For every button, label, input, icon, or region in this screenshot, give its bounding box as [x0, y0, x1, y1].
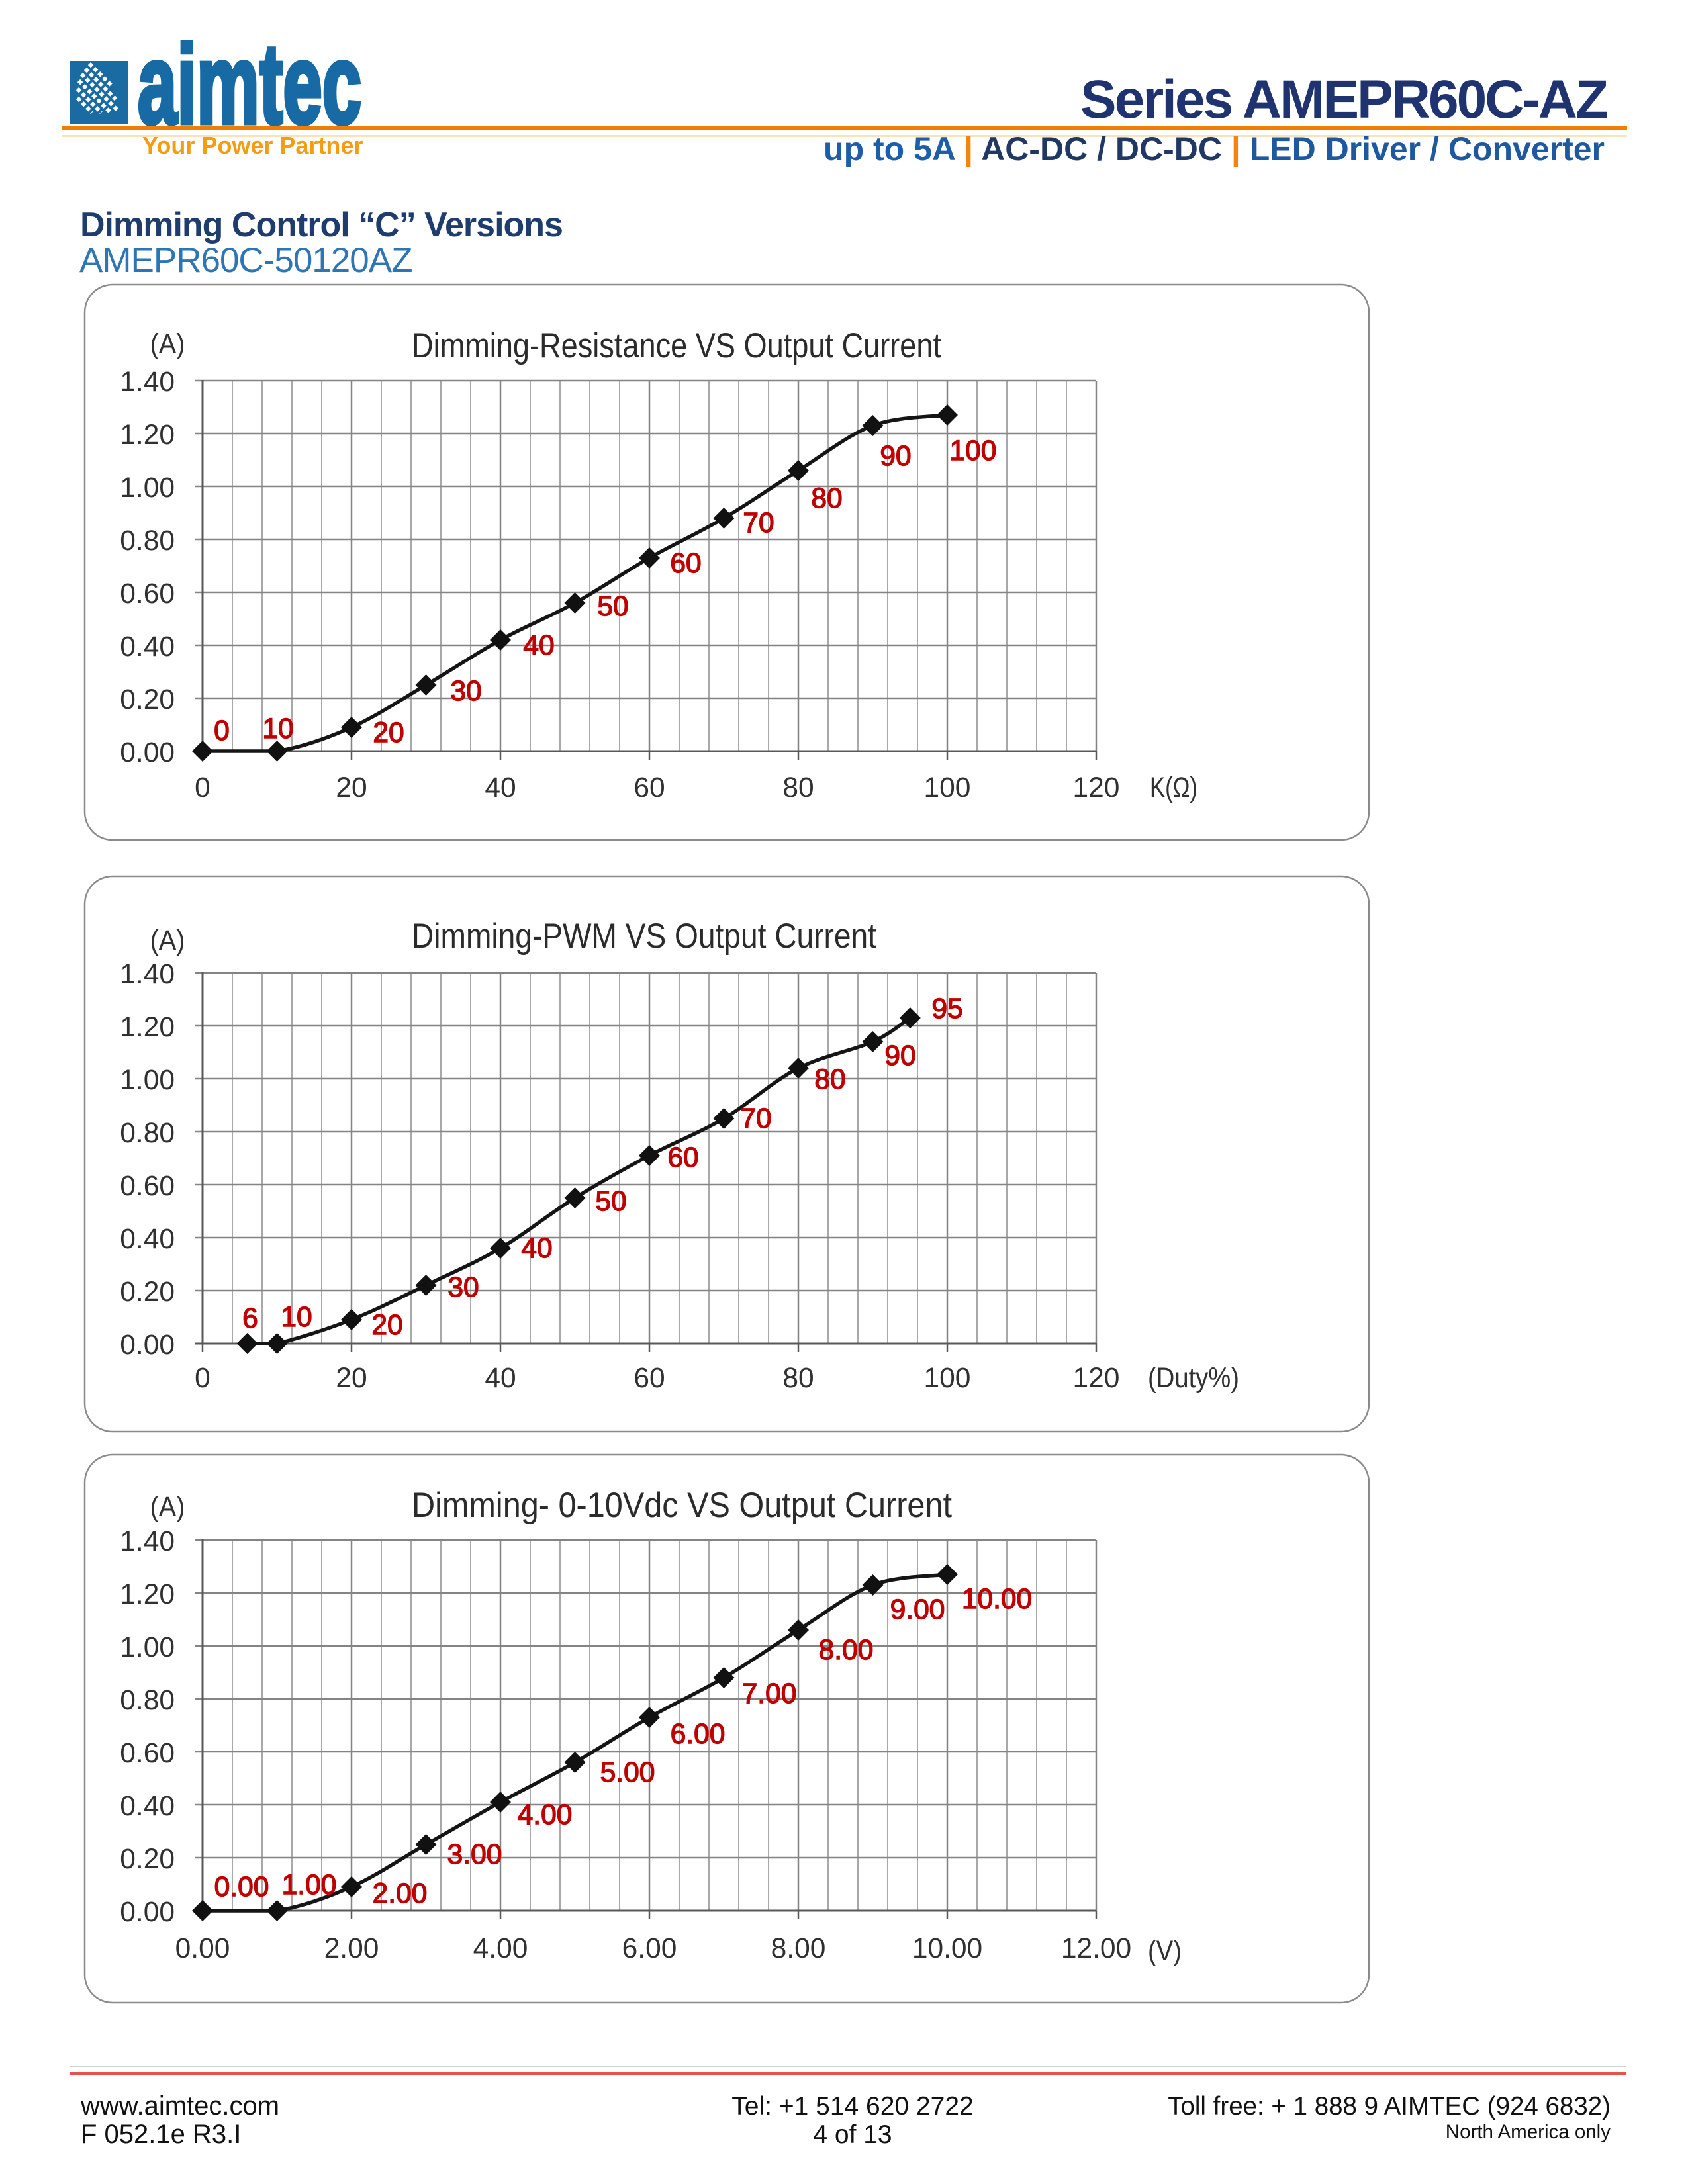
- svg-text:0.40: 0.40: [120, 1224, 175, 1255]
- svg-text:40: 40: [485, 772, 516, 803]
- svg-text:1.00: 1.00: [282, 1870, 337, 1901]
- svg-text:10: 10: [262, 713, 293, 745]
- svg-text:100: 100: [924, 772, 971, 803]
- svg-text:0.80: 0.80: [120, 1685, 175, 1716]
- svg-text:20: 20: [371, 1310, 402, 1341]
- svg-text:0.00: 0.00: [120, 1330, 175, 1361]
- svg-text:40: 40: [521, 1233, 552, 1264]
- svg-text:(A): (A): [150, 1492, 185, 1523]
- svg-text:(A): (A): [150, 925, 185, 956]
- svg-text:Dimming-Resistance VS Output C: Dimming-Resistance VS Output Current: [412, 326, 941, 365]
- svg-text:60: 60: [667, 1142, 698, 1173]
- svg-text:1.00: 1.00: [120, 473, 175, 504]
- svg-text:100: 100: [924, 1363, 971, 1394]
- svg-text:7.00: 7.00: [742, 1678, 797, 1709]
- svg-text:120: 120: [1073, 772, 1120, 803]
- svg-text:12.00: 12.00: [1061, 1933, 1131, 1964]
- svg-text:0: 0: [214, 715, 230, 747]
- svg-text:6.00: 6.00: [622, 1933, 677, 1964]
- svg-text:(A): (A): [150, 329, 185, 360]
- svg-text:6: 6: [242, 1303, 258, 1334]
- svg-text:90: 90: [884, 1040, 915, 1071]
- svg-text:0.40: 0.40: [120, 631, 175, 662]
- svg-text:1.40: 1.40: [120, 959, 175, 990]
- svg-text:40: 40: [523, 630, 554, 661]
- svg-text:4.00: 4.00: [518, 1799, 573, 1831]
- svg-text:1.20: 1.20: [120, 420, 175, 451]
- svg-text:1.00: 1.00: [120, 1632, 175, 1663]
- svg-text:90: 90: [880, 441, 911, 472]
- svg-text:70: 70: [740, 1103, 771, 1134]
- svg-text:0.20: 0.20: [120, 684, 175, 715]
- svg-text:40: 40: [485, 1363, 516, 1394]
- svg-text:20: 20: [336, 1363, 367, 1394]
- svg-text:0.40: 0.40: [120, 1791, 175, 1822]
- svg-text:0.80: 0.80: [120, 1118, 175, 1149]
- svg-text:0: 0: [195, 772, 211, 803]
- svg-text:80: 80: [782, 1363, 814, 1394]
- svg-text:10.00: 10.00: [962, 1584, 1032, 1615]
- svg-text:80: 80: [814, 1064, 845, 1095]
- svg-text:0.60: 0.60: [120, 1738, 175, 1769]
- svg-text:K(Ω): K(Ω): [1150, 772, 1197, 803]
- svg-text:50: 50: [597, 591, 628, 622]
- svg-text:1.00: 1.00: [120, 1065, 175, 1096]
- svg-text:10: 10: [281, 1302, 312, 1333]
- svg-text:(Duty%): (Duty%): [1148, 1363, 1239, 1394]
- svg-text:0.00: 0.00: [214, 1872, 269, 1903]
- svg-text:0.20: 0.20: [120, 1277, 175, 1308]
- svg-text:1.40: 1.40: [120, 1526, 175, 1557]
- svg-text:0.80: 0.80: [120, 525, 175, 557]
- svg-text:120: 120: [1073, 1363, 1120, 1394]
- svg-text:10.00: 10.00: [912, 1933, 982, 1964]
- svg-text:0.60: 0.60: [120, 578, 175, 610]
- svg-text:1.40: 1.40: [120, 367, 175, 398]
- svg-text:20: 20: [336, 772, 367, 803]
- svg-text:60: 60: [633, 1363, 665, 1394]
- svg-text:2.00: 2.00: [324, 1933, 379, 1964]
- svg-text:60: 60: [633, 772, 665, 803]
- svg-text:30: 30: [447, 1272, 479, 1303]
- svg-text:3.00: 3.00: [447, 1839, 502, 1870]
- svg-text:1.20: 1.20: [120, 1579, 175, 1610]
- svg-text:60: 60: [670, 548, 701, 579]
- svg-text:80: 80: [811, 483, 842, 514]
- svg-text:30: 30: [450, 676, 481, 707]
- svg-text:5.00: 5.00: [600, 1757, 655, 1788]
- svg-text:4.00: 4.00: [473, 1933, 528, 1964]
- svg-text:70: 70: [743, 508, 774, 539]
- svg-text:aimtec: aimtec: [138, 40, 361, 132]
- svg-text:6.00: 6.00: [671, 1719, 726, 1750]
- svg-text:0.00: 0.00: [175, 1933, 230, 1964]
- svg-text:(V): (V): [1148, 1936, 1182, 1967]
- svg-text:Dimming-PWM VS Output Current: Dimming-PWM VS Output Current: [412, 917, 876, 956]
- svg-text:20: 20: [373, 717, 404, 749]
- svg-text:9.00: 9.00: [890, 1594, 945, 1625]
- svg-text:50: 50: [595, 1186, 626, 1217]
- svg-text:80: 80: [782, 772, 814, 803]
- svg-text:0.60: 0.60: [120, 1171, 175, 1202]
- svg-text:1.20: 1.20: [120, 1012, 175, 1043]
- svg-text:95: 95: [931, 993, 962, 1024]
- svg-text:0.00: 0.00: [120, 1897, 175, 1928]
- svg-text:Dimming- 0-10Vdc VS Output Cur: Dimming- 0-10Vdc VS Output Current: [412, 1486, 952, 1525]
- svg-text:8.00: 8.00: [771, 1933, 826, 1964]
- svg-text:0: 0: [195, 1363, 211, 1394]
- svg-text:2.00: 2.00: [373, 1878, 428, 1909]
- svg-text:100: 100: [950, 435, 997, 467]
- svg-text:0.00: 0.00: [120, 737, 175, 768]
- svg-text:0.20: 0.20: [120, 1844, 175, 1875]
- svg-text:8.00: 8.00: [819, 1635, 874, 1666]
